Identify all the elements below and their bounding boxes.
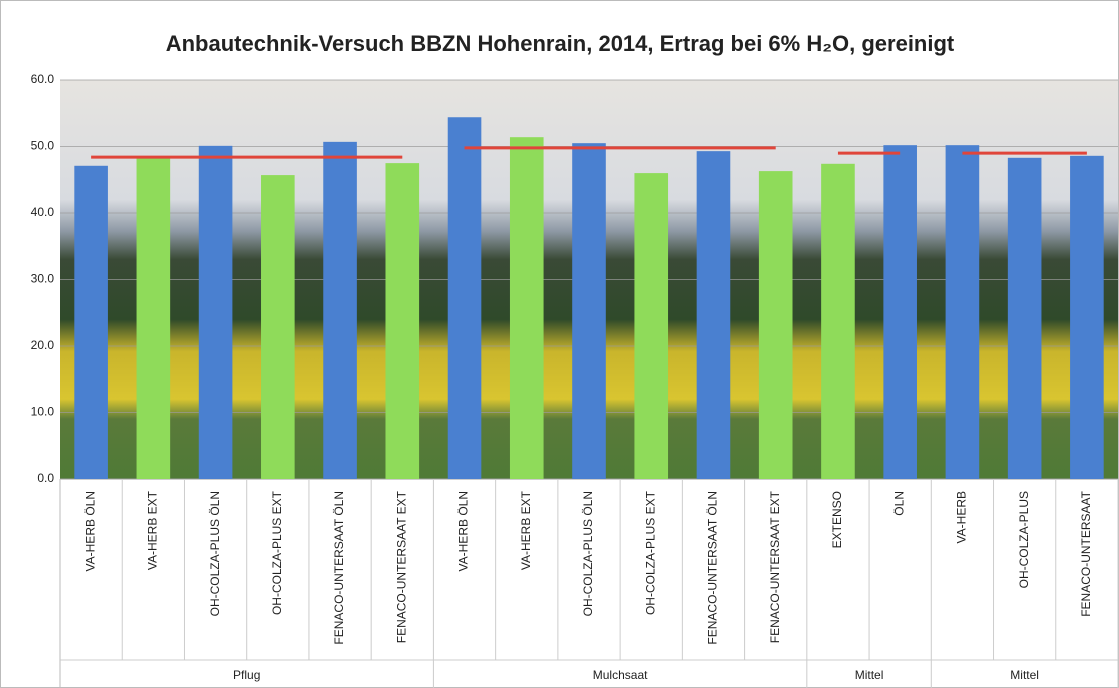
bar: [821, 164, 855, 479]
y-tick-label: 10.0: [31, 405, 55, 419]
x-tick-label: OH-COLZA-PLUS: [1017, 491, 1031, 588]
y-tick-label: 60.0: [31, 72, 55, 86]
y-tick-label: 50.0: [31, 139, 55, 153]
x-tick-label: EXTENSO: [830, 491, 844, 548]
bar: [946, 145, 980, 479]
x-tick-label: FENACO-UNTERSAAT EXT: [768, 490, 782, 643]
y-tick-label: 40.0: [31, 205, 55, 219]
x-tick-label: FENACO-UNTERSAAT ÖLN: [332, 491, 346, 645]
bar: [1008, 158, 1042, 479]
bar: [510, 137, 544, 479]
bar: [1070, 156, 1104, 479]
bar: [385, 163, 419, 479]
bar: [137, 158, 171, 479]
y-tick-label: 30.0: [31, 272, 55, 286]
x-tick-label: OH-COLZA-PLUS EXT: [270, 490, 284, 615]
bar: [697, 151, 731, 479]
x-tick-label: FENACO-UNTERSAAT: [1079, 490, 1093, 616]
bar: [883, 145, 917, 479]
bar: [572, 143, 606, 479]
chart-title: Anbautechnik-Versuch BBZN Hohenrain, 201…: [166, 31, 955, 56]
y-tick-label: 0.0: [37, 471, 54, 485]
bar: [261, 175, 295, 479]
group-label: Mittel: [1010, 668, 1039, 682]
bar: [448, 117, 482, 479]
x-tick-label: ÖLN: [892, 491, 906, 516]
x-tick-label: VA-HERB EXT: [519, 490, 533, 570]
x-tick-label: FENACO-UNTERSAAT ÖLN: [706, 491, 720, 645]
bar: [74, 166, 108, 479]
x-tick-label: VA-HERB ÖLN: [457, 491, 471, 571]
x-tick-label: VA-HERB EXT: [146, 490, 160, 570]
bar: [634, 173, 668, 479]
x-tick-label: FENACO-UNTERSAAT EXT: [394, 490, 408, 643]
group-label: Mulchsaat: [593, 668, 648, 682]
x-tick-label: OH-COLZA-PLUS EXT: [643, 490, 657, 615]
x-tick-label: OH-COLZA-PLUS ÖLN: [208, 491, 222, 616]
x-tick-label: OH-COLZA-PLUS ÖLN: [581, 491, 595, 616]
group-label: Pflug: [233, 668, 260, 682]
bar: [323, 142, 357, 479]
page: Anbautechnik-Versuch BBZN Hohenrain, 201…: [0, 0, 1119, 688]
x-tick-label: VA-HERB ÖLN: [83, 491, 97, 571]
group-label: Mittel: [855, 668, 884, 682]
bar: [199, 146, 233, 479]
y-tick-label: 20.0: [31, 338, 55, 352]
chart: Anbautechnik-Versuch BBZN Hohenrain, 201…: [0, 0, 1119, 688]
bar: [759, 171, 793, 479]
x-tick-label: VA-HERB: [955, 491, 969, 543]
